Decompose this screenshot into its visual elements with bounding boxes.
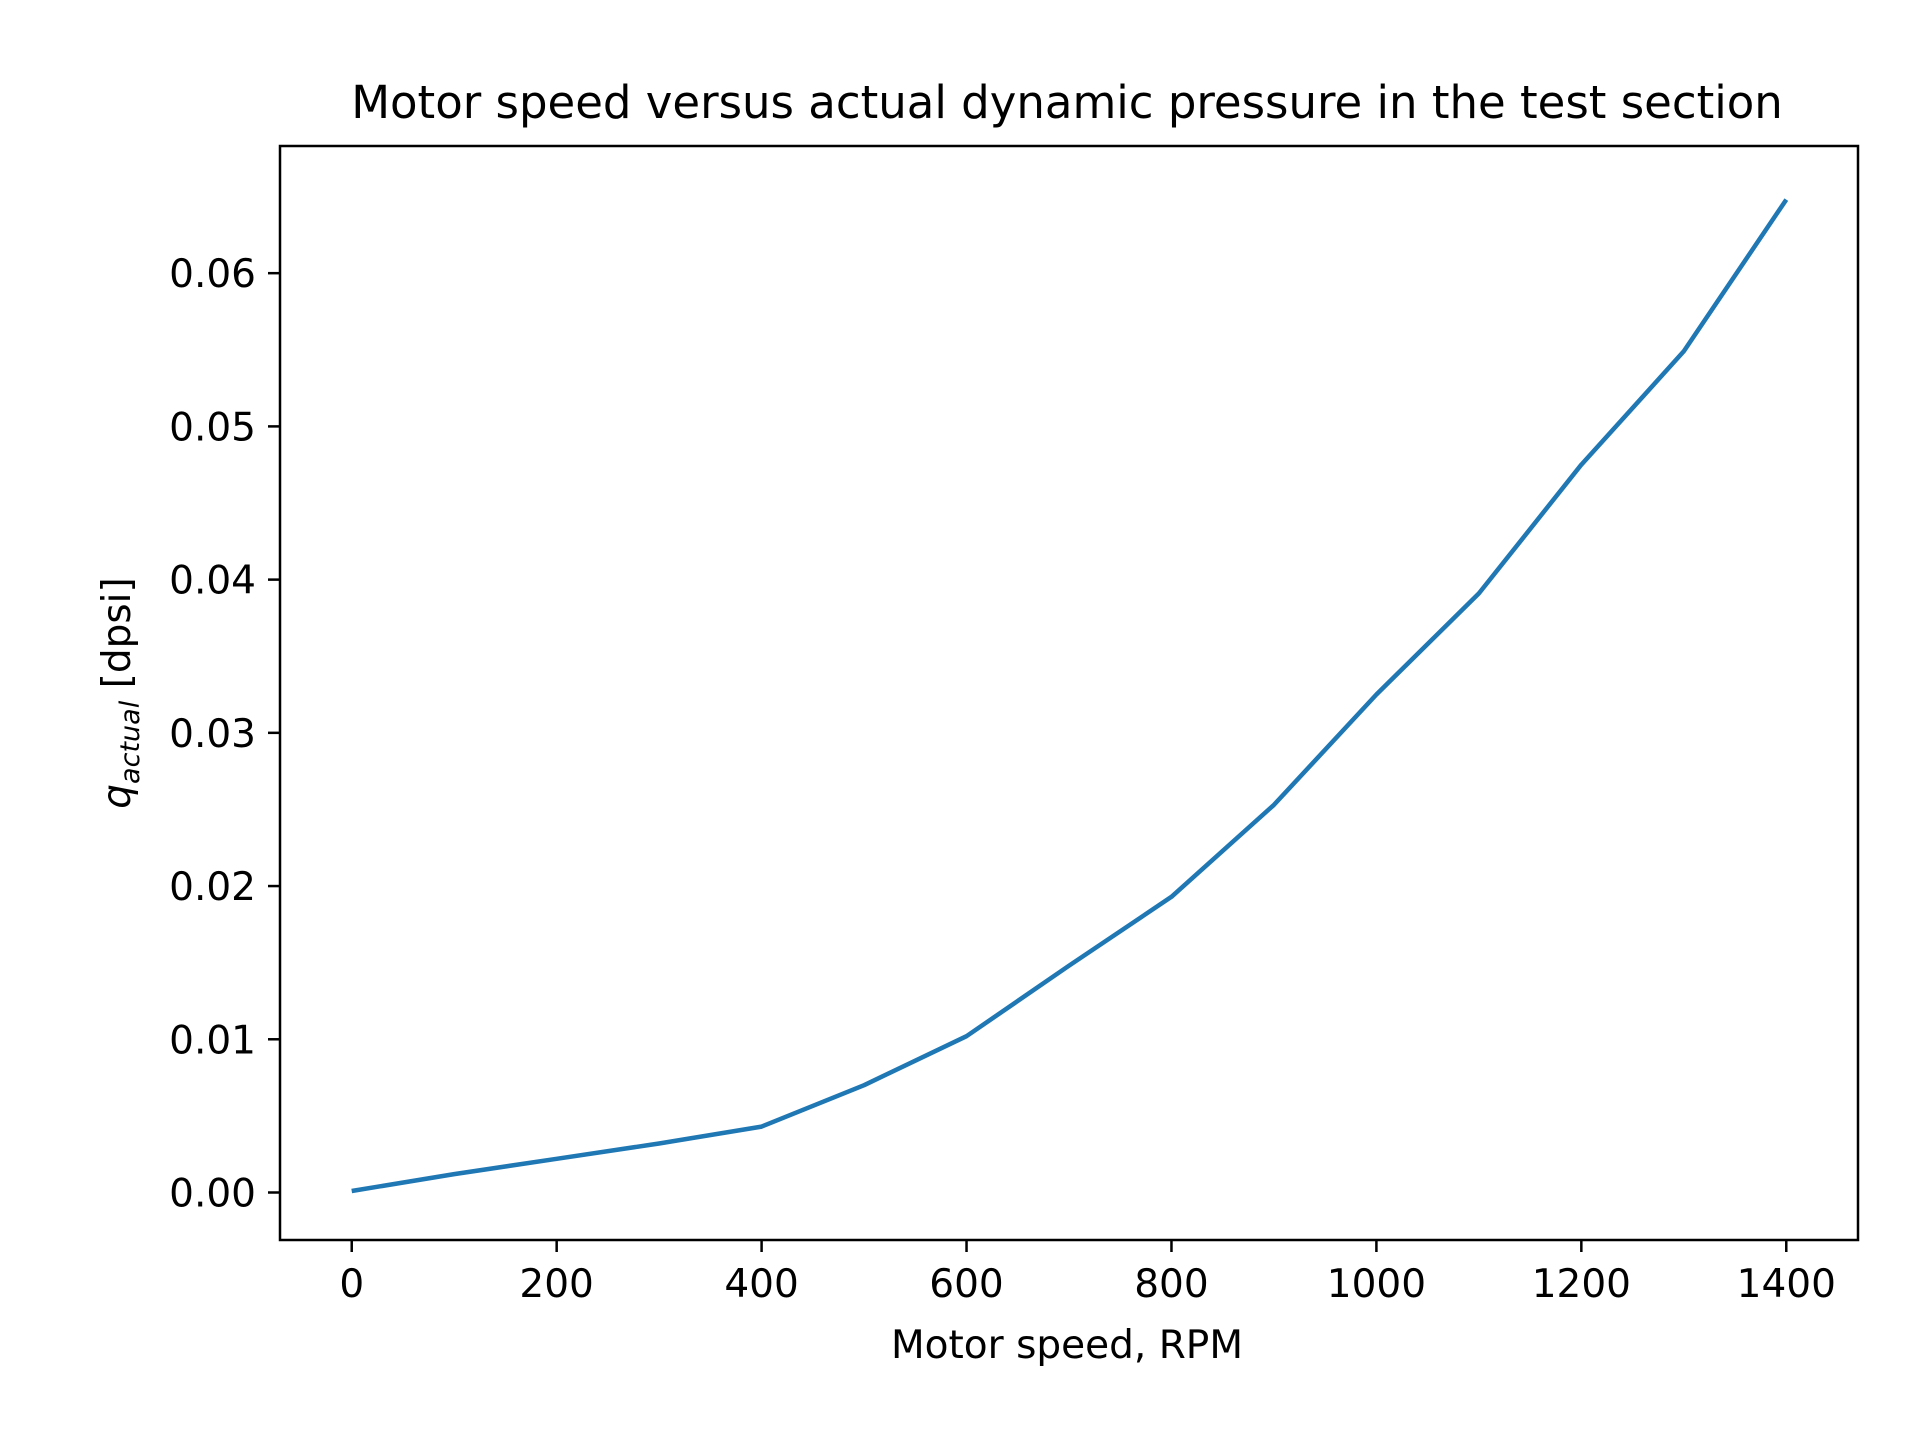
- y-tick-label: 0.05: [169, 405, 256, 450]
- plot-frame: [278, 144, 1860, 1242]
- y-axis-label-subscript: actual: [115, 700, 146, 784]
- y-tick-label: 0.06: [169, 252, 256, 297]
- x-tick-label: 200: [519, 1262, 593, 1307]
- x-axis-label: Motor speed, RPM: [891, 1323, 1243, 1368]
- x-tick-label: 800: [1134, 1262, 1208, 1307]
- chart-title: Motor speed versus actual dynamic pressu…: [351, 76, 1783, 129]
- y-axis-label-symbol: q: [95, 784, 140, 809]
- y-tick-label: 0.04: [169, 559, 256, 604]
- y-tick-label: 0.00: [169, 1172, 256, 1217]
- x-axis: 0 200 400 600 800 1000 1200 1400: [339, 1240, 1836, 1307]
- x-tick-label: 1400: [1737, 1262, 1836, 1307]
- x-tick-label: 1200: [1532, 1262, 1631, 1307]
- x-tick-label: 0: [339, 1262, 364, 1307]
- y-tick-label: 0.02: [169, 865, 256, 910]
- y-tick-label: 0.01: [169, 1018, 256, 1063]
- x-tick-label: 400: [724, 1262, 798, 1307]
- x-tick-label: 600: [929, 1262, 1003, 1307]
- y-tick-label: 0.03: [169, 712, 256, 757]
- series-layer: [351, 198, 1789, 1194]
- series-line-0: [351, 198, 1789, 1194]
- y-axis: 0.00 0.01 0.02 0.03 0.04 0.05 0.06: [169, 252, 280, 1217]
- y-axis-label-unit: [dpsi]: [95, 577, 140, 701]
- y-axis-label: qactual [dpsi]: [95, 577, 146, 808]
- x-tick-label: 1000: [1327, 1262, 1426, 1307]
